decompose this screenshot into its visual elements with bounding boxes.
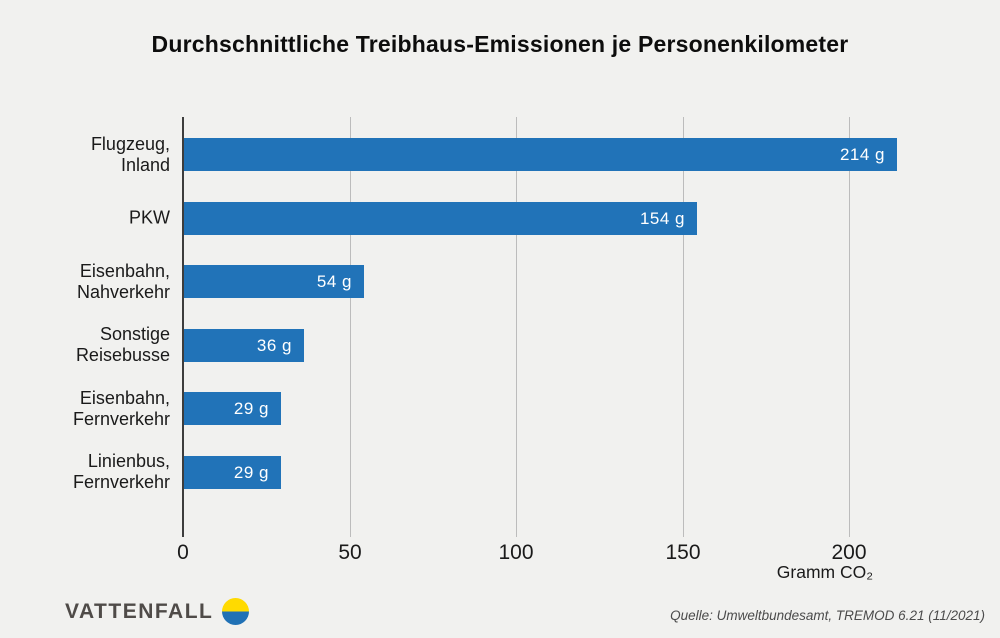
bar-value-label: 29 g [233, 462, 269, 482]
x-axis-unit-label: Gramm CO₂ [776, 562, 873, 582]
vattenfall-wordmark: VATTENFALL [65, 599, 214, 623]
x-tick-label: 100 [498, 541, 534, 564]
category-label: Eisenbahn, Nahverkehr [76, 261, 170, 302]
bar: 36 g [184, 329, 304, 362]
bar-value-label: 154 g [639, 208, 685, 228]
x-tick-label: 150 [665, 541, 701, 564]
chart-title: Durchschnittliche Treibhaus-Emissionen j… [151, 31, 849, 57]
x-tick-label: 200 [831, 541, 867, 564]
vattenfall-logo-mark-icon [222, 598, 250, 625]
bar: 154 g [184, 202, 697, 235]
x-tick-label: 0 [177, 541, 189, 564]
y-axis-line [182, 117, 184, 537]
gridline [516, 117, 517, 537]
category-label: Sonstige Reisebusse [75, 324, 170, 365]
bar: 29 g [184, 392, 281, 425]
category-label: Flugzeug, Inland [90, 134, 170, 175]
gridline [849, 117, 850, 537]
x-tick-label: 50 [338, 541, 362, 564]
gridline [350, 117, 351, 537]
bar-value-label: 54 g [316, 271, 352, 291]
bar: 214 g [184, 138, 897, 171]
bar-value-label: 29 g [233, 398, 269, 418]
bar-value-label: 214 g [839, 144, 885, 164]
bar: 29 g [184, 456, 281, 489]
bar-value-label: 36 g [256, 335, 292, 355]
bar: 54 g [184, 265, 364, 298]
category-label: Eisenbahn, Fernverkehr [72, 388, 170, 429]
gridline [683, 117, 684, 537]
vattenfall-logo: VATTENFALL [65, 598, 250, 625]
category-label: PKW [128, 207, 170, 228]
category-label: Linienbus, Fernverkehr [72, 451, 170, 492]
source-note: Quelle: Umweltbundesamt, TREMOD 6.21 (11… [670, 608, 985, 623]
